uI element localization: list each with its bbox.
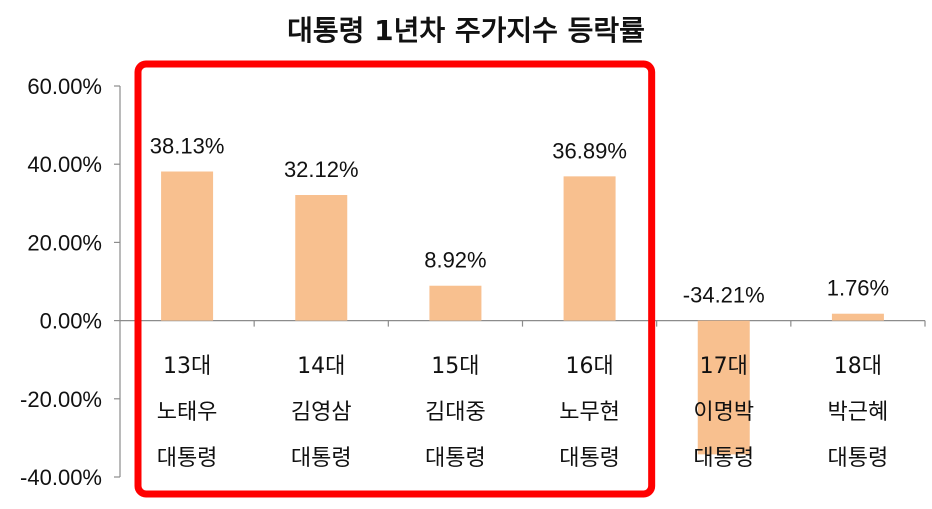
y-tick-label: 20.00%: [27, 230, 102, 255]
category-label: 김대중: [425, 400, 486, 425]
y-tick-label: -20.00%: [20, 387, 102, 412]
bar: [161, 171, 214, 321]
data-label: 1.76%: [827, 276, 889, 301]
highlight-box: [134, 60, 656, 498]
data-label: 36.89%: [552, 138, 627, 163]
axis-layer: 60.00% 40.00% 20.00% 0.00% -20.00% -40.00%: [20, 74, 926, 490]
y-tick-label: 60.00%: [27, 74, 102, 99]
category-label: 14대: [297, 354, 345, 379]
data-label: -34.21%: [683, 283, 765, 308]
category-label: 대통령: [828, 446, 889, 471]
data-label: 8.92%: [424, 248, 486, 273]
category-label: 대통령: [425, 446, 486, 471]
category-label: 18대: [834, 354, 882, 379]
y-tick-label: 40.00%: [27, 152, 102, 177]
data-label: 38.13%: [150, 134, 225, 159]
y-tick-label: -40.00%: [20, 465, 102, 490]
bars-layer: [161, 171, 884, 455]
bar: [429, 285, 482, 321]
category-label: 13대: [163, 354, 211, 379]
bar: [295, 195, 348, 321]
category-label: 이명박: [693, 400, 754, 425]
category-label: 김영삼: [291, 400, 352, 425]
data-label: 32.12%: [284, 157, 359, 182]
labels-layer: 38.13% 32.12% 8.92% 36.89% -34.21% 1.76%: [150, 134, 889, 308]
category-label: 박근혜: [828, 400, 889, 425]
category-label: 대통령: [693, 446, 754, 471]
chart-title: 대통령 1년차 주가지수 등락률: [287, 14, 645, 47]
bar: [831, 313, 884, 321]
category-label: 노무현: [559, 400, 620, 425]
category-label: 노태우: [157, 400, 218, 425]
category-label: 대통령: [291, 446, 352, 471]
y-tick-label: 0.00%: [40, 309, 102, 334]
category-label: 대통령: [559, 446, 620, 471]
category-label: 대통령: [157, 446, 218, 471]
category-label: 16대: [565, 354, 613, 379]
bar: [697, 320, 750, 455]
category-label: 15대: [431, 354, 479, 379]
bar: [563, 176, 616, 321]
category-label: 17대: [700, 354, 748, 379]
